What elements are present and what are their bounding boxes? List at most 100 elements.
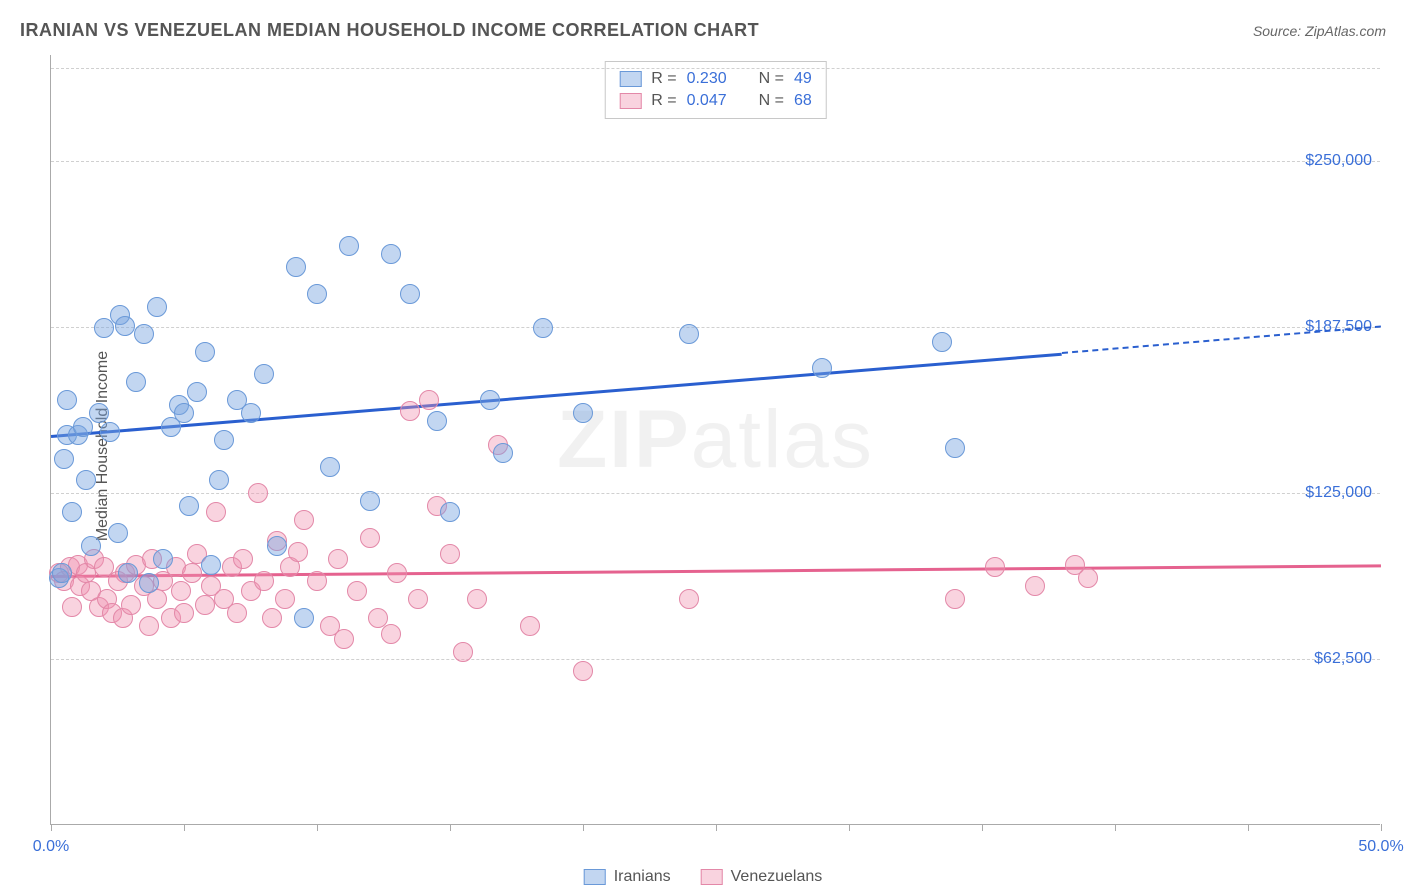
data-point: [381, 244, 401, 264]
x-tick: [583, 824, 584, 831]
data-point: [339, 236, 359, 256]
data-point: [52, 563, 72, 583]
stat-r-label: R =: [651, 92, 676, 110]
data-point: [121, 595, 141, 615]
data-point: [480, 390, 500, 410]
data-point: [328, 549, 348, 569]
y-tick-label: $250,000: [1305, 152, 1372, 170]
data-point: [262, 608, 282, 628]
x-tick: [317, 824, 318, 831]
data-point: [334, 629, 354, 649]
x-tick-label: 0.0%: [33, 838, 69, 856]
x-tick: [982, 824, 983, 831]
data-point: [54, 449, 74, 469]
data-point: [320, 457, 340, 477]
data-point: [347, 581, 367, 601]
data-point: [118, 563, 138, 583]
data-point: [520, 616, 540, 636]
data-point: [254, 364, 274, 384]
legend-swatch: [619, 93, 641, 109]
data-point: [126, 372, 146, 392]
x-tick-label: 50.0%: [1358, 838, 1403, 856]
data-point: [419, 390, 439, 410]
data-point: [440, 544, 460, 564]
data-point: [179, 496, 199, 516]
data-point: [573, 403, 593, 423]
data-point: [360, 528, 380, 548]
data-point: [201, 555, 221, 575]
data-point: [174, 603, 194, 623]
legend-item: Iranians: [584, 868, 671, 886]
legend-swatch: [619, 71, 641, 87]
data-point: [233, 549, 253, 569]
stat-r-value: 0.047: [687, 92, 727, 110]
x-tick: [184, 824, 185, 831]
data-point: [62, 597, 82, 617]
x-tick: [1381, 824, 1382, 831]
stat-n-value: 68: [794, 92, 812, 110]
data-point: [427, 411, 447, 431]
data-point: [115, 316, 135, 336]
data-point: [408, 589, 428, 609]
data-point: [400, 401, 420, 421]
data-point: [945, 589, 965, 609]
data-point: [206, 502, 226, 522]
stat-r-label: R =: [651, 70, 676, 88]
scatter-plot: ZIPatlas R = 0.230 N = 49 R = 0.047 N = 68 $62,…: [50, 55, 1380, 825]
data-point: [139, 616, 159, 636]
x-tick: [450, 824, 451, 831]
data-point: [286, 257, 306, 277]
stat-n-label: N =: [759, 70, 784, 88]
data-point: [288, 542, 308, 562]
data-point: [139, 573, 159, 593]
data-point: [57, 390, 77, 410]
stats-legend-box: R = 0.230 N = 49 R = 0.047 N = 68: [604, 61, 827, 119]
data-point: [381, 624, 401, 644]
data-point: [100, 422, 120, 442]
data-point: [679, 324, 699, 344]
gridline: [51, 161, 1380, 162]
data-point: [1078, 568, 1098, 588]
gridline: [51, 327, 1380, 328]
data-point: [62, 502, 82, 522]
watermark: ZIPatlas: [557, 393, 874, 487]
data-point: [533, 318, 553, 338]
gridline: [51, 659, 1380, 660]
data-point: [73, 417, 93, 437]
data-point: [467, 589, 487, 609]
stats-row: R = 0.230 N = 49: [619, 68, 812, 90]
data-point: [679, 589, 699, 609]
legend-swatch: [701, 869, 723, 885]
y-tick-label: $62,500: [1314, 650, 1372, 668]
data-point: [493, 443, 513, 463]
data-point: [108, 523, 128, 543]
data-point: [453, 642, 473, 662]
x-tick: [716, 824, 717, 831]
data-point: [153, 549, 173, 569]
data-point: [227, 603, 247, 623]
data-point: [248, 483, 268, 503]
data-point: [209, 470, 229, 490]
data-point: [573, 661, 593, 681]
legend-label: Venezuelans: [731, 868, 823, 886]
x-tick: [1248, 824, 1249, 831]
stat-n-value: 49: [794, 70, 812, 88]
data-point: [134, 324, 154, 344]
data-point: [945, 438, 965, 458]
x-tick: [51, 824, 52, 831]
gridline: [51, 68, 1380, 69]
data-point: [89, 403, 109, 423]
data-point: [440, 502, 460, 522]
chart-source: Source: ZipAtlas.com: [1253, 23, 1386, 39]
data-point: [76, 470, 96, 490]
data-point: [182, 563, 202, 583]
stat-r-value: 0.230: [687, 70, 727, 88]
x-tick: [849, 824, 850, 831]
data-point: [267, 536, 287, 556]
data-point: [214, 430, 234, 450]
data-point: [147, 297, 167, 317]
data-point: [187, 382, 207, 402]
legend-swatch: [584, 869, 606, 885]
stat-n-label: N =: [759, 92, 784, 110]
data-point: [812, 358, 832, 378]
